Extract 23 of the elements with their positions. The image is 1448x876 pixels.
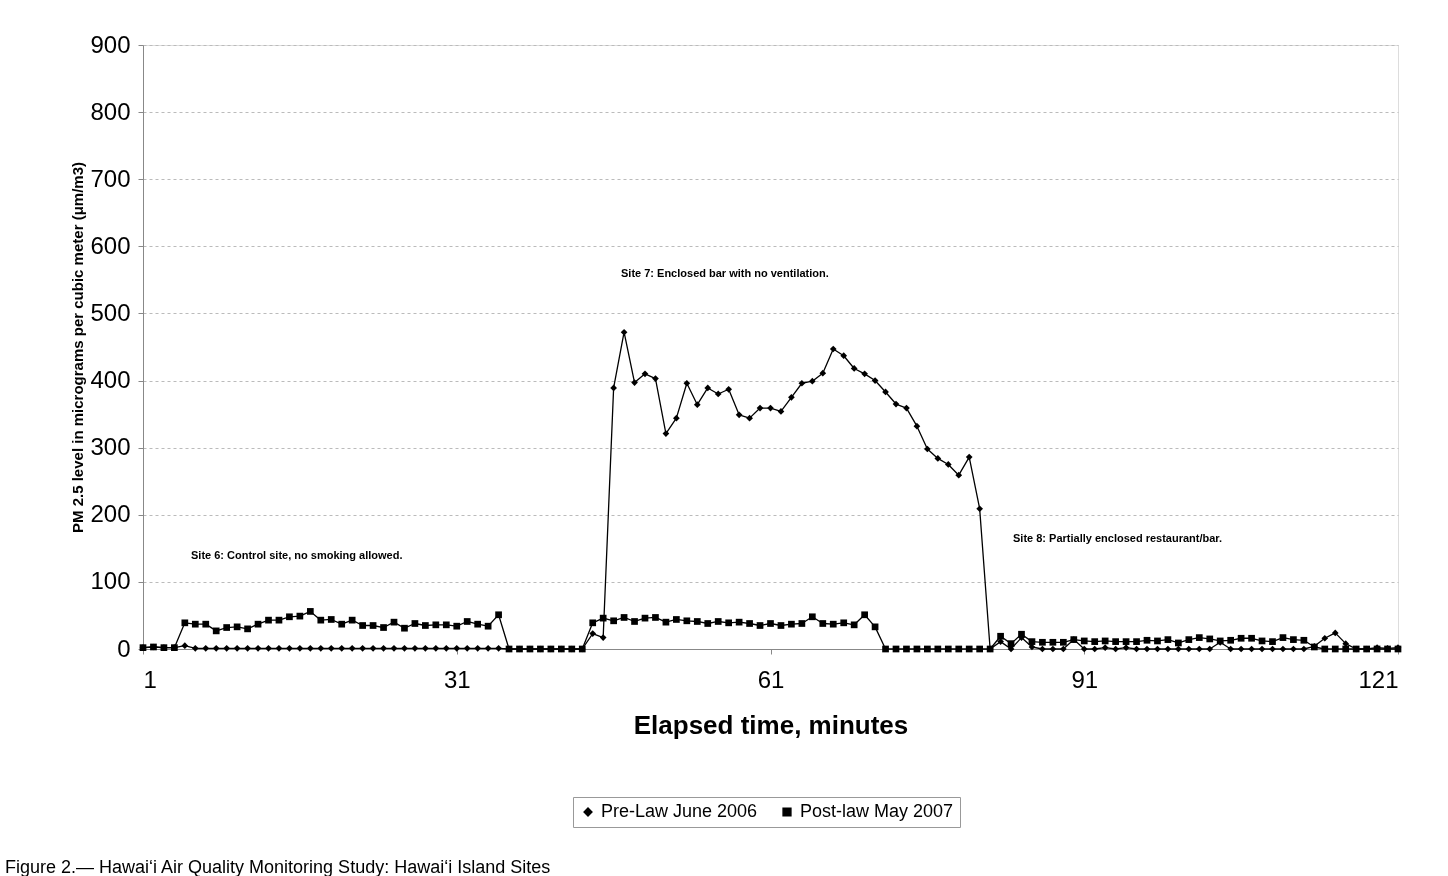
caption: Figure 2.— Hawai‘i Air Quality Monitoring Study: Hawai‘i Island Sites <box>5 857 551 876</box>
x-axis-title: Elapsed time, minutes <box>633 709 909 740</box>
y-tick-label: 300 <box>90 433 131 461</box>
x-tick-label: 61 <box>757 665 785 693</box>
y-tick-label: 400 <box>90 366 131 394</box>
x-tick-label: 121 <box>1358 665 1399 693</box>
annotation: Site 8: Partially enclosed restaurant/bar. <box>1013 532 1223 544</box>
annotation: Site 7: Enclosed bar with no ventilation. <box>621 267 829 279</box>
x-tick-label: 1 <box>143 665 157 693</box>
y-tick-label: 800 <box>90 97 131 125</box>
y-tick-label: 200 <box>90 500 131 528</box>
y-tick-label: 900 <box>90 30 131 58</box>
y-tick-label: 100 <box>90 567 131 595</box>
y-tick-label: 700 <box>90 164 131 192</box>
y-tick-label: 600 <box>90 231 131 259</box>
legend-label: Post-law May 2007 <box>800 801 954 821</box>
y-tick-label: 0 <box>117 634 131 662</box>
x-tick-label: 91 <box>1071 665 1099 693</box>
y-axis-title: PM 2.5 level in micrograms per cubic meter (μm/m3) <box>69 162 87 533</box>
legend-label: Pre-Law June 2006 <box>601 801 758 821</box>
x-tick-label: 31 <box>443 665 471 693</box>
y-tick-label: 500 <box>90 298 131 326</box>
annotation: Site 6: Control site, no smoking allowed. <box>191 549 403 561</box>
